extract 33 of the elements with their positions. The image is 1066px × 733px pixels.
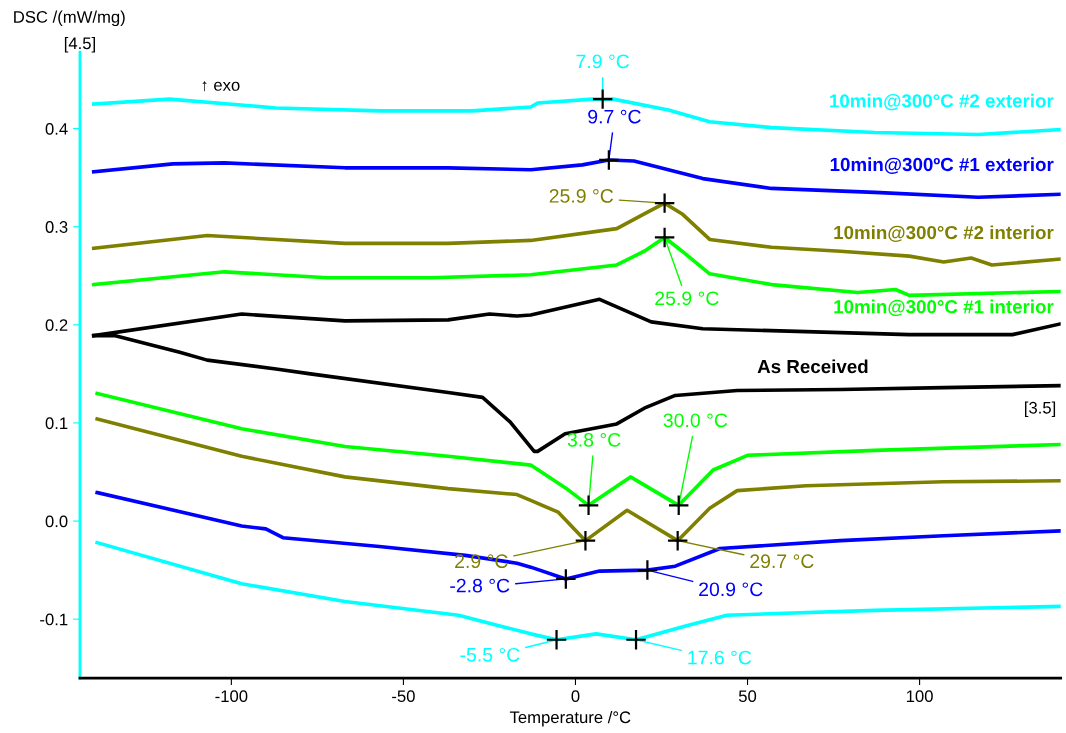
x-tick-label: 0 — [571, 690, 580, 703]
annotation: ↑ exo — [202, 81, 240, 92]
annotation: 3.8 °C — [567, 432, 621, 447]
y-tick-label: 0.2 — [45, 319, 68, 332]
annotation: 25.9 °C — [655, 291, 719, 306]
y-axis-title: DSC /(mW/mg) — [14, 10, 125, 27]
annotation: 17.6 °C — [688, 650, 752, 665]
x-tick-label: 50 — [738, 690, 757, 703]
annotation: 7.9 °C — [576, 54, 630, 69]
annotation: -5.5 °C — [460, 647, 520, 662]
annotation: 30.0 °C — [663, 413, 728, 428]
series-label: 10min@300°C #2 interior — [834, 225, 1054, 242]
y-tick-label: 0.0 — [45, 515, 68, 528]
annotation: 20.9 °C — [699, 582, 763, 597]
y-tick-label: -0.1 — [40, 613, 68, 626]
x-tick-label: 100 — [906, 690, 933, 703]
annotation: 29.7 °C — [750, 554, 814, 569]
x-axis-title: Temperature /°C — [509, 710, 631, 727]
y-tick-label: 0.3 — [45, 221, 68, 233]
series-label: 10min@300°C #2 exterior — [830, 93, 1054, 111]
annotation: [3.5] — [1025, 401, 1056, 417]
y-tick-label: 0.1 — [45, 417, 68, 430]
series-label: 10min@300°C #1 interior — [834, 299, 1054, 317]
annotation: [4.5] — [64, 36, 95, 53]
x-tick-label: -50 — [392, 690, 415, 703]
series-label: As Received — [757, 359, 868, 374]
annotation: 25.9 °C — [549, 189, 614, 203]
series-label: 10min@300ºC #1 exterior — [830, 157, 1054, 174]
annotation: 9.7 °C — [588, 109, 641, 124]
y-tick-label: 0.4 — [45, 122, 68, 135]
x-tick-label: -100 — [215, 690, 248, 703]
annotation: 2.9 °C — [455, 554, 508, 569]
annotation: -2.8 °C — [450, 578, 510, 593]
